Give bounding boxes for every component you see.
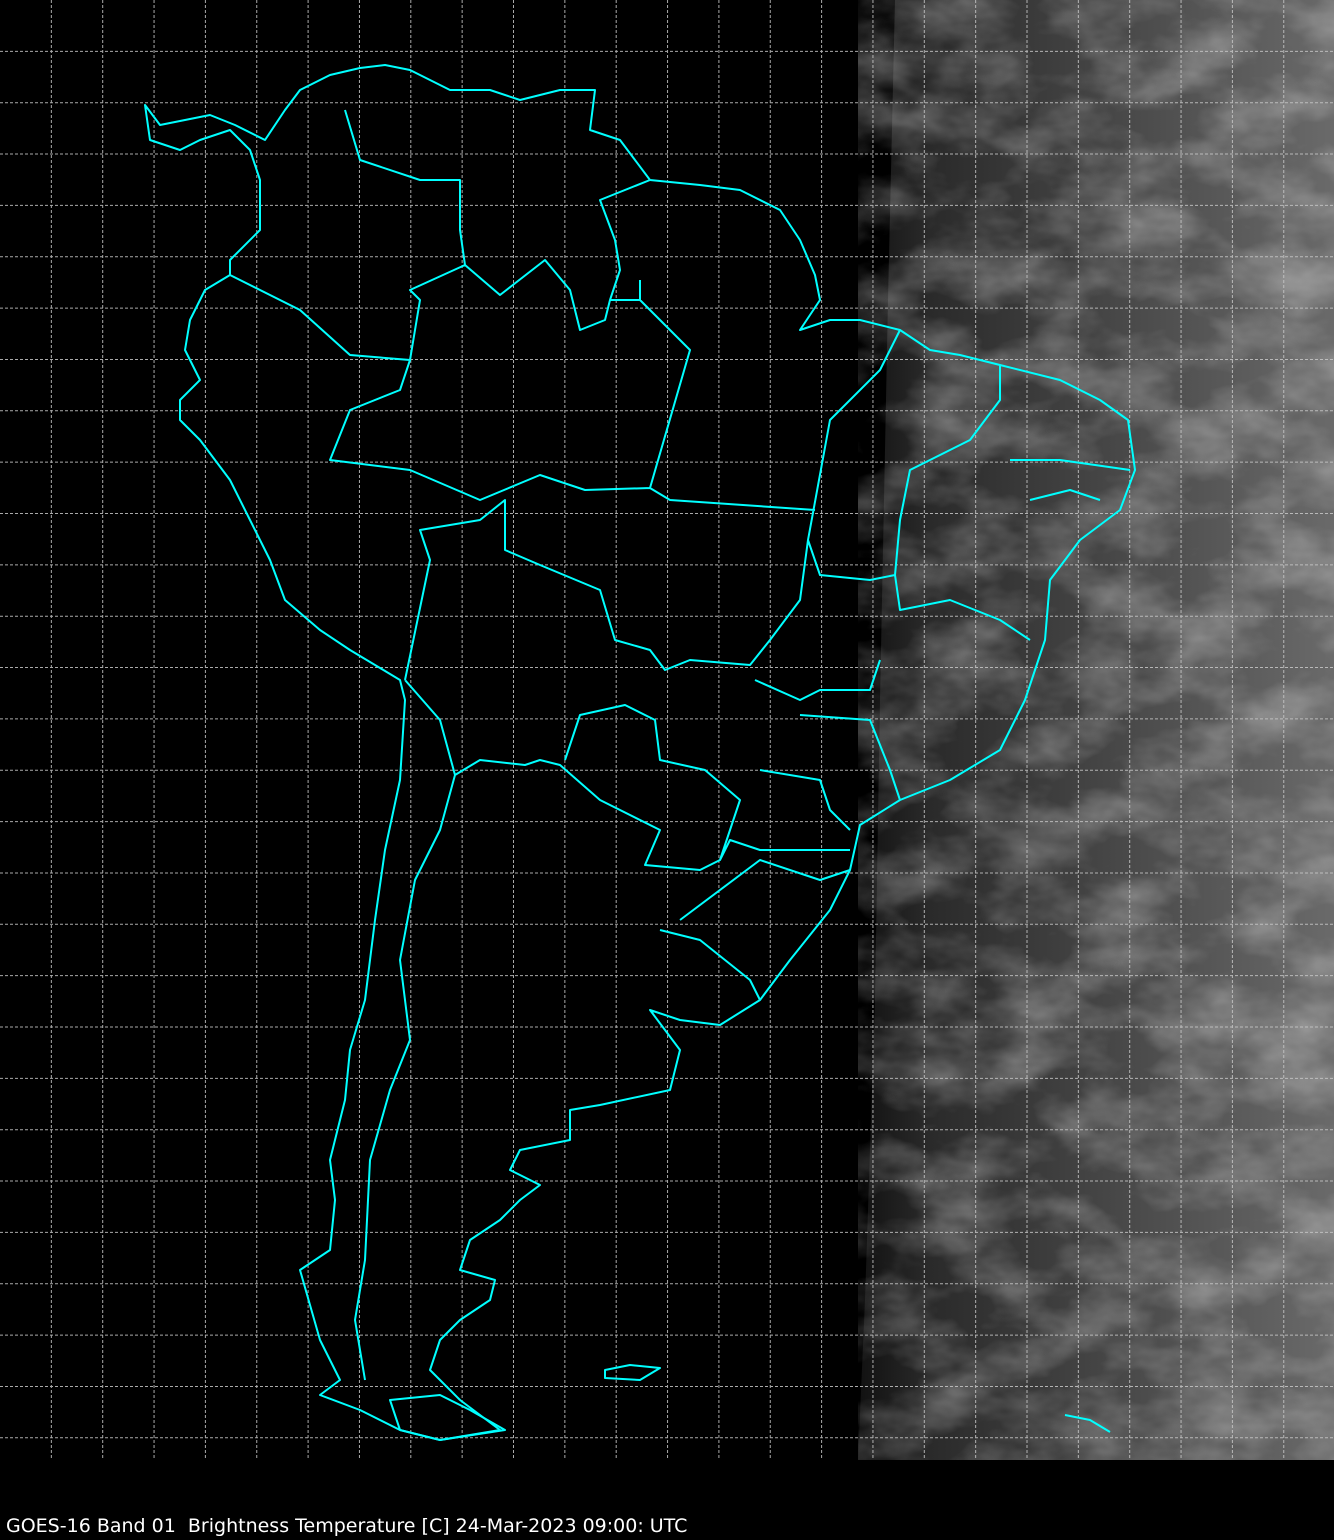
country-borders [229, 109, 1131, 1381]
south-georgia-island [1064, 1414, 1111, 1433]
satellite-map [0, 0, 1334, 1460]
tierra-del-fuego [389, 1394, 506, 1441]
image-caption: GOES-16 Band 01 Brightness Temperature [… [6, 1515, 688, 1537]
daylight-imagery [858, 0, 1334, 1460]
coastlines-and-borders [144, 64, 1136, 1441]
falkland-islands [604, 1364, 661, 1381]
continent-coastline [144, 64, 1136, 1441]
